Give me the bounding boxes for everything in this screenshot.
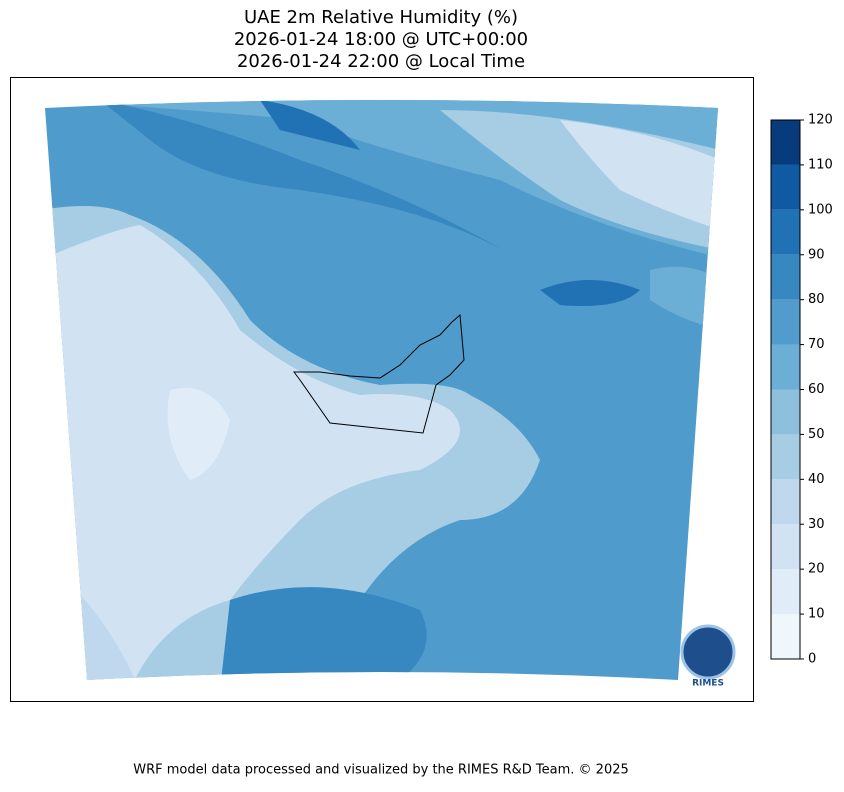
colorbar-segment bbox=[771, 299, 800, 345]
map-frame bbox=[10, 77, 754, 702]
tick-label: 30 bbox=[808, 517, 825, 532]
humidity-field bbox=[45, 100, 718, 680]
tick-label: 20 bbox=[808, 562, 825, 577]
colorbar-segment bbox=[771, 164, 800, 210]
country-border bbox=[293, 313, 465, 434]
colorbar: 0 10 20 30 40 50 60 70 80 90 100 110 120 bbox=[770, 113, 833, 667]
colorbar-segment bbox=[771, 344, 800, 390]
logo-text: RIMES bbox=[692, 679, 724, 689]
tick-label: 60 bbox=[808, 382, 825, 397]
colorbar-segment bbox=[771, 614, 800, 659]
tick-label: 80 bbox=[808, 292, 825, 307]
tick-label: 90 bbox=[808, 247, 825, 262]
colorbar-segment bbox=[771, 389, 800, 435]
colorbar-segment bbox=[771, 254, 800, 300]
footer: WRF model data processed and visualized … bbox=[133, 763, 629, 778]
colorbar-segment bbox=[771, 209, 800, 255]
title-line: 2026-01-24 22:00 @ Local Time bbox=[237, 51, 525, 72]
title-line: UAE 2m Relative Humidity (%) bbox=[244, 7, 518, 28]
tick-label: 110 bbox=[808, 157, 833, 172]
tick-label: 0 bbox=[808, 652, 816, 667]
colorbar-segment bbox=[771, 569, 800, 615]
logo: RIMES bbox=[680, 624, 736, 689]
tick-label: 120 bbox=[808, 113, 833, 128]
tick-label: 40 bbox=[808, 472, 825, 487]
colorbar-segment bbox=[771, 120, 800, 165]
tick-label: 100 bbox=[808, 202, 833, 217]
colorbar-segment bbox=[771, 524, 800, 570]
colorbar-segment bbox=[771, 479, 800, 525]
tick-label: 50 bbox=[808, 427, 825, 442]
tick-label: 70 bbox=[808, 337, 825, 352]
tick-label: 10 bbox=[808, 607, 825, 622]
colorbar-segment bbox=[771, 434, 800, 480]
title-line: 2026-01-24 18:00 @ UTC+00:00 bbox=[234, 29, 528, 50]
